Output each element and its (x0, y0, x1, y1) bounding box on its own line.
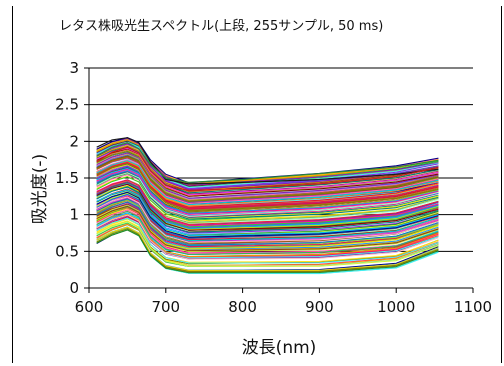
spectrum-series (96, 176, 439, 222)
spectrum-series (96, 168, 439, 215)
spectrum-series (96, 221, 439, 267)
y-tick-label: 0 (69, 279, 79, 297)
spectrum-series (96, 189, 439, 237)
spectrum-series (96, 162, 439, 210)
y-tick-label: 3 (69, 59, 79, 77)
spectrum-series (96, 138, 439, 186)
y-tick-label: 2 (69, 132, 79, 150)
spectrum-series (96, 209, 439, 254)
spectrum-series (96, 210, 439, 255)
spectrum-series (96, 229, 439, 274)
spectrum-series (96, 142, 439, 184)
spectrum-series (96, 137, 439, 185)
spectrum-series (96, 159, 439, 204)
spectrum-series (96, 226, 439, 271)
spectrum-series (96, 163, 439, 212)
x-tick-labels: 600 700 800 900 1000 1100 (75, 298, 492, 316)
series-lines (96, 137, 439, 275)
chart-title: レタス株吸光生スペクトル(上段, 255サンプル, 50 ms) (59, 19, 383, 34)
spectrum-series (96, 196, 439, 243)
y-axis-label: 吸光度(-) (30, 154, 50, 224)
spectrum-series (96, 205, 439, 252)
chart-frame: レタス株吸光生スペクトル(上段, 255サンプル, 50 ms) 0 0.5 1 1.… (12, 6, 502, 363)
x-tick-label: 1100 (454, 298, 492, 316)
spectrum-series (96, 179, 439, 225)
axes (84, 67, 474, 293)
spectrum-series (96, 183, 439, 229)
spectrum-series (96, 186, 439, 233)
y-tick-label: 2.5 (55, 96, 79, 114)
x-tick-label: 800 (228, 298, 257, 316)
spectrum-series (96, 146, 439, 192)
spectrum-series (96, 156, 439, 202)
spectrum-series (96, 172, 439, 217)
x-axis-label: 波長(nm) (242, 338, 317, 358)
y-tick-label: 0.5 (55, 242, 79, 260)
spectrum-series (96, 183, 439, 231)
spectrum-series (96, 213, 439, 257)
x-tick-label: 900 (305, 298, 334, 316)
x-tick-label: 1000 (377, 298, 415, 316)
spectrum-series (96, 217, 439, 264)
spectrum-chart: レタス株吸光生スペクトル(上段, 255サンプル, 50 ms) 0 0.5 1 1.… (30, 19, 492, 358)
spectrum-series (96, 160, 439, 206)
spectrum-series (96, 201, 439, 246)
y-tick-label: 1 (69, 206, 79, 224)
x-tick-label: 700 (151, 298, 180, 316)
spectrum-series (96, 152, 439, 199)
spectrum-series (96, 143, 439, 191)
spectrum-series (96, 214, 439, 260)
spectrum-series (96, 228, 439, 272)
spectrum-series (96, 191, 439, 238)
x-tick-label: 600 (75, 298, 104, 316)
spectrum-series (96, 138, 439, 185)
y-tick-labels: 0 0.5 1 1.5 2 2.5 3 (55, 59, 79, 297)
y-tick-label: 1.5 (55, 169, 79, 187)
